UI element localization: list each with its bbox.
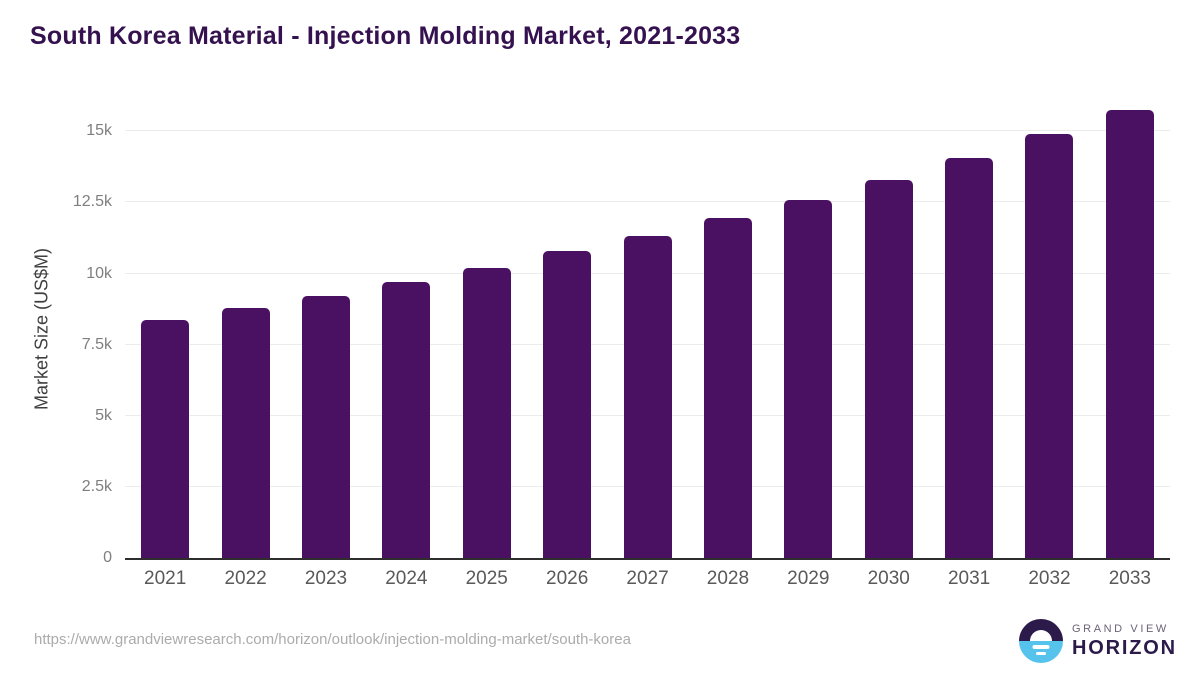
y-tick-label: 15k xyxy=(86,122,112,140)
x-axis-tick-labels: 2021 2022 2023 2024 2025 2026 2027 2028 2029 2030… xyxy=(125,568,1170,590)
bar-2033[interactable] xyxy=(1105,109,1154,558)
logo-text-grand-view: GRAND VIEW xyxy=(1072,622,1169,635)
logo-text-horizon: HORIZON xyxy=(1072,636,1177,659)
x-tick-label-2028: 2028 xyxy=(706,568,750,589)
bar-2021[interactable] xyxy=(141,320,190,558)
y-axis-tick-labels: 0 2.5k 5k 7.5k 10k 12.5k 15k xyxy=(0,100,112,566)
x-tick-label-2026: 2026 xyxy=(546,568,589,589)
bar-2025[interactable] xyxy=(462,268,511,558)
bar-2023[interactable] xyxy=(301,296,350,558)
bar-2027[interactable] xyxy=(623,235,672,558)
gridline xyxy=(125,130,1170,132)
bar-2030[interactable] xyxy=(864,179,913,558)
x-tick-label-2031: 2031 xyxy=(947,568,991,589)
x-tick-label-2025: 2025 xyxy=(465,568,508,589)
x-tick-label-2024: 2024 xyxy=(385,568,428,589)
bar-slot xyxy=(1090,100,1170,558)
x-tick-label-2029: 2029 xyxy=(787,568,830,589)
bar-slot xyxy=(768,100,848,558)
bar-slot xyxy=(205,100,285,558)
bar-2032[interactable] xyxy=(1025,134,1074,558)
x-tick-label-2032: 2032 xyxy=(1028,568,1071,589)
bar-slot xyxy=(849,100,929,558)
grandview-horizon-logo: GRAND VIEW HORIZON xyxy=(1019,619,1177,663)
y-tick-label: 5k xyxy=(95,406,112,424)
logo-sun-arch xyxy=(1030,630,1052,641)
x-tick-label-2027: 2027 xyxy=(626,568,669,589)
bar-slot xyxy=(125,100,205,558)
bar-2028[interactable] xyxy=(703,217,752,558)
bar-slot xyxy=(447,100,527,558)
bar-slot xyxy=(607,100,687,558)
bar-slot xyxy=(527,100,607,558)
bar-2031[interactable] xyxy=(945,157,994,558)
y-tick-label: 10k xyxy=(86,264,112,282)
bar-series xyxy=(125,100,1170,558)
chart-title: South Korea Material - Injection Molding… xyxy=(30,22,741,50)
y-tick-label: 7.5k xyxy=(81,335,112,353)
bar-2024[interactable] xyxy=(382,282,431,558)
bar-2022[interactable] xyxy=(221,307,270,558)
bar-2026[interactable] xyxy=(543,251,592,558)
horizon-logo-icon xyxy=(1019,619,1063,663)
logo-reflection-line-1 xyxy=(1032,645,1050,649)
y-tick-label: 2.5k xyxy=(81,477,112,495)
gridline xyxy=(125,201,1170,203)
x-tick-label-2033: 2033 xyxy=(1108,568,1152,589)
bar-2029[interactable] xyxy=(784,200,833,558)
logo-reflection-line-2 xyxy=(1036,652,1046,655)
y-tick-label: 12.5k xyxy=(72,193,112,211)
x-tick-label-2021: 2021 xyxy=(144,568,187,589)
bar-slot xyxy=(286,100,366,558)
x-tick-label-2022: 2022 xyxy=(224,568,267,589)
bar-slot xyxy=(1009,100,1089,558)
bar-slot xyxy=(929,100,1009,558)
bar-slot xyxy=(688,100,768,558)
y-tick-label: 0 xyxy=(103,549,112,566)
logo-text: GRAND VIEW HORIZON xyxy=(1072,623,1177,660)
x-tick-label-2030: 2030 xyxy=(867,568,910,589)
bar-slot xyxy=(366,100,446,558)
source-url: https://www.grandviewresearch.com/horizo… xyxy=(34,631,631,648)
plot-area xyxy=(125,100,1170,560)
x-tick-label-2023: 2023 xyxy=(304,568,348,589)
